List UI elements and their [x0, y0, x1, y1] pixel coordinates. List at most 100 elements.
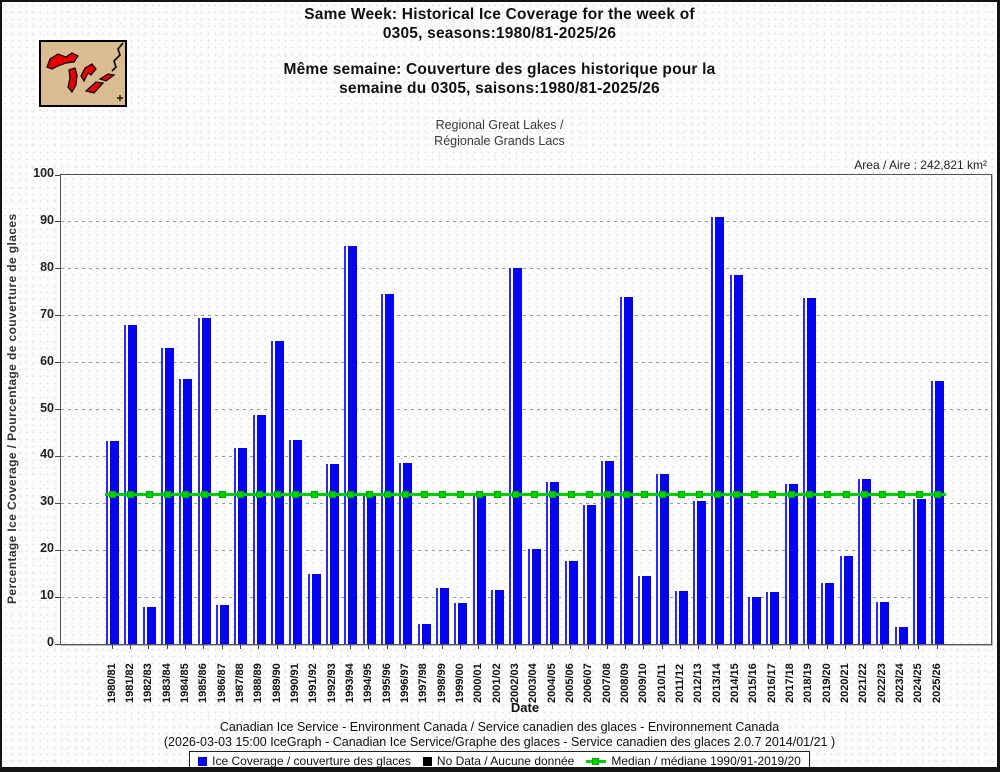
ice-bar-1991-92 — [307, 574, 321, 644]
median-marker — [329, 491, 337, 499]
x-tick — [331, 644, 333, 649]
ice-bar-2009-10 — [637, 575, 651, 644]
legend-item-ice-coverage: Ice Coverage / couverture des glaces — [198, 754, 411, 768]
ice-bar-2010-11 — [656, 474, 670, 644]
ice-bar-1981-82 — [124, 325, 138, 644]
x-tick-label: 1990/91 — [288, 663, 301, 703]
x-tick — [625, 644, 627, 649]
x-tick — [349, 644, 351, 649]
x-tick — [184, 644, 186, 649]
ice-bar-1997-98 — [417, 624, 431, 644]
ice-bar-1980-81 — [106, 441, 119, 644]
black-square-icon — [422, 756, 432, 766]
ice-bar-1992-93 — [326, 464, 340, 644]
ice-bar-1987-88 — [234, 447, 248, 644]
y-tick — [55, 221, 60, 223]
x-tick-label: 1983/84 — [160, 663, 173, 703]
gridline-30 — [61, 502, 991, 504]
x-tick — [221, 644, 223, 649]
x-tick — [881, 644, 883, 649]
y-tick-label: 10 — [40, 588, 54, 603]
ice-bar-1999-00 — [454, 602, 468, 644]
ice-bar-2008-09 — [619, 296, 633, 644]
median-marker — [530, 491, 538, 499]
x-tick — [716, 644, 718, 649]
median-marker — [824, 491, 832, 499]
median-marker — [604, 491, 612, 499]
y-tick-label: 80 — [40, 259, 54, 274]
median-marker — [585, 491, 593, 499]
y-tick — [55, 455, 60, 457]
median-marker — [750, 491, 758, 499]
legend-item-median: Median / médiane 1990/91-2019/20 — [586, 754, 801, 768]
x-tick — [533, 644, 535, 649]
x-tick — [423, 644, 425, 649]
blue-square-icon — [198, 756, 208, 766]
x-tick — [111, 644, 113, 649]
legend-label: No Data / Aucune donnée — [436, 754, 575, 768]
y-tick — [55, 362, 60, 364]
x-tick-label: 2019/20 — [820, 663, 833, 703]
x-tick — [551, 644, 553, 649]
ice-bar-1988-89 — [252, 415, 266, 644]
x-tick-label: 2007/08 — [600, 663, 613, 703]
region-subtitle-line1: Regional Great Lakes / — [435, 118, 564, 132]
y-tick-label: 50 — [40, 400, 54, 415]
x-tick — [661, 644, 663, 649]
x-tick-label: 2021/22 — [857, 663, 870, 703]
median-marker — [677, 491, 685, 499]
x-tick-label: 2016/17 — [765, 663, 778, 703]
median-marker — [402, 491, 410, 499]
ice-bar-2019-20 — [821, 583, 835, 644]
y-tick-label: 70 — [40, 306, 54, 321]
median-marker — [897, 491, 905, 499]
y-tick — [55, 268, 60, 270]
x-tick — [166, 644, 168, 649]
x-tick — [276, 644, 278, 649]
x-tick — [441, 644, 443, 649]
legend-label: Median / médiane 1990/91-2019/20 — [611, 754, 801, 768]
gridline-50 — [61, 409, 991, 410]
y-tick — [55, 549, 60, 551]
y-tick — [55, 315, 60, 317]
ice-bar-1982-83 — [142, 607, 156, 644]
x-tick-label: 1995/96 — [380, 663, 393, 703]
legend-item-no-data: No Data / Aucune donnée — [422, 754, 575, 768]
median-marker — [457, 491, 465, 499]
x-tick-label: 1994/95 — [362, 663, 375, 703]
x-tick — [735, 644, 737, 649]
x-tick — [129, 644, 131, 649]
ice-bar-2000-01 — [472, 495, 486, 644]
x-tick — [478, 644, 480, 649]
y-tick — [55, 502, 60, 504]
x-axis-title: Date — [510, 700, 540, 715]
median-marker — [494, 491, 502, 499]
page-title-fr-line1: Même semaine: Couverture des glaces hist… — [283, 61, 716, 78]
median-marker — [934, 491, 942, 499]
x-tick-label: 1985/86 — [197, 663, 210, 703]
ice-bar-2007-08 — [601, 461, 615, 644]
x-tick — [203, 644, 205, 649]
median-marker — [145, 491, 153, 499]
median-marker — [109, 491, 116, 499]
median-marker — [732, 491, 740, 499]
y-tick-label: 90 — [40, 212, 54, 227]
x-tick-label: 1989/90 — [270, 663, 283, 703]
median-marker — [237, 491, 245, 499]
median-marker — [439, 491, 447, 499]
x-tick — [570, 644, 571, 649]
region-subtitle-line2: Régionale Grands Lacs — [434, 134, 565, 148]
gridline-90 — [61, 221, 991, 223]
y-tick-label: 0 — [47, 635, 54, 649]
gridline-40 — [61, 455, 991, 457]
y-tick — [55, 643, 60, 645]
footer-attribution: Canadian Ice Service - Environment Canad… — [219, 720, 780, 734]
page-title-en-line1: Same Week: Historical Ice Coverage for t… — [304, 6, 695, 23]
median-marker — [475, 491, 483, 499]
ice-bar-2025-26 — [931, 381, 945, 644]
median-marker — [219, 491, 227, 499]
x-tick — [918, 644, 920, 649]
legend-label: Ice Coverage / couverture des glaces — [212, 754, 411, 768]
ice-bar-2021-22 — [857, 478, 871, 644]
